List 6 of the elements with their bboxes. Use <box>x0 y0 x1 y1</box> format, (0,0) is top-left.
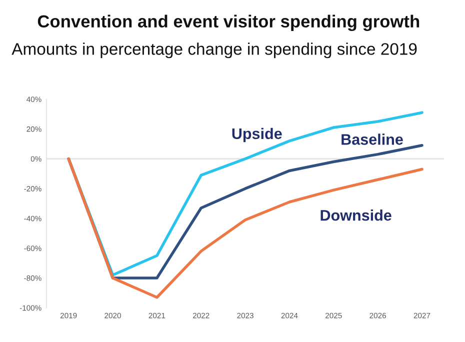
series-label: Upside <box>232 128 282 142</box>
chart-subtitle: Amounts in percentage change in spending since 2019 <box>12 42 417 58</box>
line-series <box>67 157 424 299</box>
chart-title: Convention and event visitor spending growth <box>38 14 420 32</box>
series-label: Baseline <box>342 134 403 145</box>
series-label: Downside <box>320 210 392 221</box>
